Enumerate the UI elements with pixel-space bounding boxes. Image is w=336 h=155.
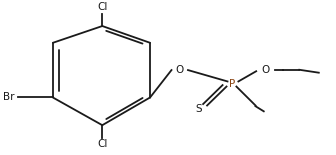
Text: O: O [261,65,269,75]
Text: Br: Br [3,93,15,102]
Text: S: S [196,104,202,114]
Text: P: P [229,79,236,89]
Text: O: O [176,65,184,75]
Text: Cl: Cl [97,2,108,12]
Text: Cl: Cl [97,139,108,149]
